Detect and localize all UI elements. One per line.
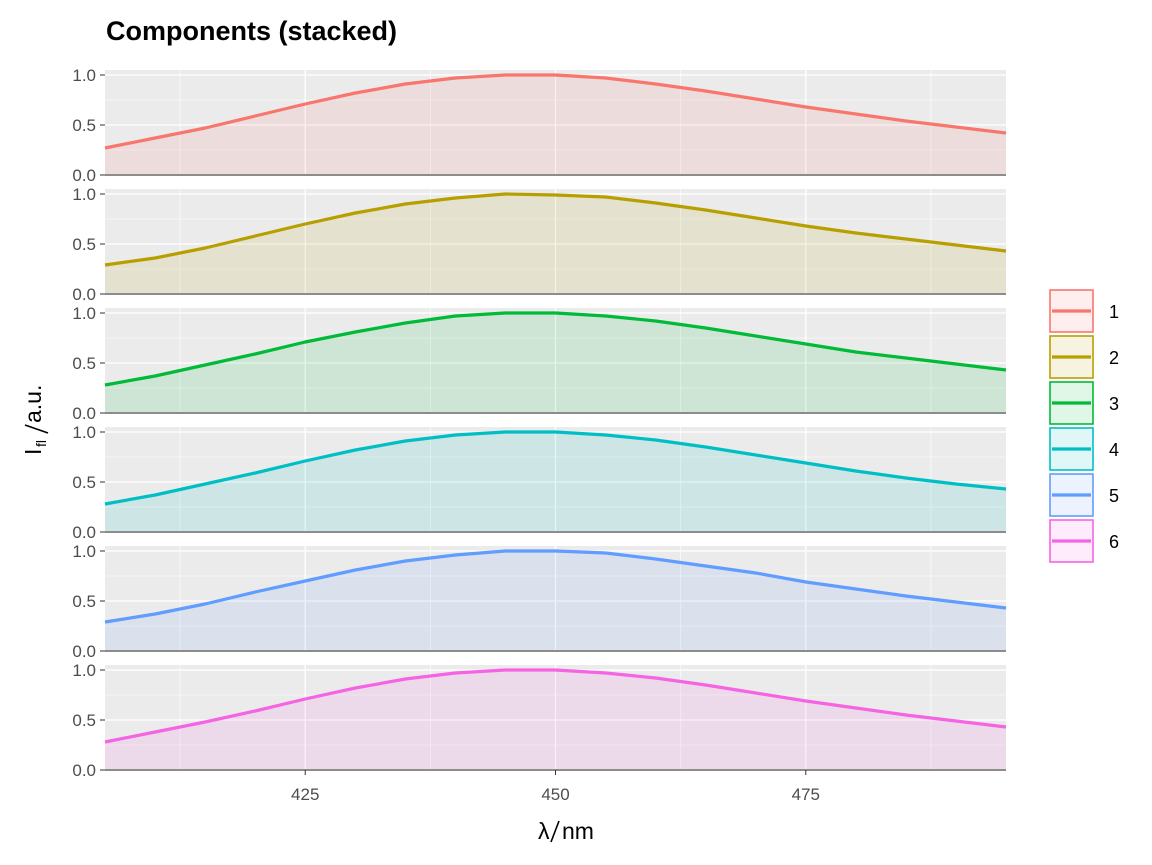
legend-item-5: 5 xyxy=(1049,473,1119,517)
y-tick-label: 0.5 xyxy=(72,473,96,492)
y-tick-label: 0.5 xyxy=(72,354,96,373)
x-axis-title-unit: nm xyxy=(562,818,594,844)
series-line-5 xyxy=(104,549,1007,624)
y-tick-label: 0.5 xyxy=(72,116,96,135)
legend-item-6: 6 xyxy=(1049,519,1119,563)
legend: 1 2 3 4 5 6 xyxy=(1049,289,1119,563)
y-tick-label: 1.0 xyxy=(72,661,96,680)
y-tick-label: 1.0 xyxy=(72,66,96,85)
x-axis: 425 450 475 xyxy=(291,770,820,804)
y-tick-label: 0.0 xyxy=(72,285,96,304)
x-tick-label: 450 xyxy=(541,785,569,804)
panel-2: 0.0 0.5 1.0 xyxy=(72,185,1007,304)
panel-5: 0.0 0.5 1.0 xyxy=(72,542,1007,661)
panel-6: 0.0 0.5 1.0 xyxy=(72,661,1007,780)
y-axis-title-slash xyxy=(24,424,49,434)
y-axis-title-main: I xyxy=(20,449,46,455)
panel-4: 0.0 0.5 1.0 xyxy=(72,423,1007,542)
y-tick-label: 0.0 xyxy=(72,761,96,780)
y-tick-label: 1.0 xyxy=(72,185,96,204)
legend-item-3: 3 xyxy=(1049,381,1119,425)
x-axis-title-main: λ xyxy=(538,818,550,844)
legend-item-4: 4 xyxy=(1049,427,1119,471)
y-tick-label: 1.0 xyxy=(72,423,96,442)
legend-label-6: 6 xyxy=(1109,532,1119,552)
series-line-3 xyxy=(104,311,1007,387)
x-tick-label: 475 xyxy=(792,785,820,804)
series-line-6 xyxy=(104,668,1007,744)
x-tick-label: 425 xyxy=(291,785,319,804)
legend-label-5: 5 xyxy=(1109,486,1119,506)
y-tick-label: 0.0 xyxy=(72,523,96,542)
chart-title: Components (stacked) xyxy=(106,16,397,46)
x-axis-title-slash xyxy=(550,820,560,843)
y-axis-title: I fl a.u. xyxy=(20,385,49,455)
legend-item-1: 1 xyxy=(1049,289,1119,333)
y-tick-label: 0.0 xyxy=(72,166,96,185)
y-tick-label: 1.0 xyxy=(72,542,96,561)
x-axis-title: λ xyxy=(538,818,550,844)
y-axis-title-unit: a.u. xyxy=(20,385,46,423)
series-line-2 xyxy=(104,192,1007,267)
series-line-4 xyxy=(104,430,1007,506)
y-tick-label: 0.0 xyxy=(72,404,96,423)
panel-1: 0.0 0.5 1.0 xyxy=(72,66,1007,185)
y-tick-label: 0.0 xyxy=(72,642,96,661)
legend-label-4: 4 xyxy=(1109,440,1119,460)
panels: 0.00.51.00.00.51.00.00.51.00.00.51.00.00… xyxy=(72,66,1007,780)
y-axis-title-sub: fl xyxy=(33,440,49,447)
y-tick-label: 0.5 xyxy=(72,592,96,611)
y-tick-label: 0.5 xyxy=(72,235,96,254)
legend-item-2: 2 xyxy=(1049,335,1119,379)
panel-3: 0.0 0.5 1.0 xyxy=(72,304,1007,423)
y-tick-label: 1.0 xyxy=(72,304,96,323)
y-tick-label: 0.5 xyxy=(72,711,96,730)
legend-label-3: 3 xyxy=(1109,394,1119,414)
legend-label-1: 1 xyxy=(1109,302,1119,322)
legend-label-2: 2 xyxy=(1109,348,1119,368)
series-line-1 xyxy=(104,73,1007,150)
